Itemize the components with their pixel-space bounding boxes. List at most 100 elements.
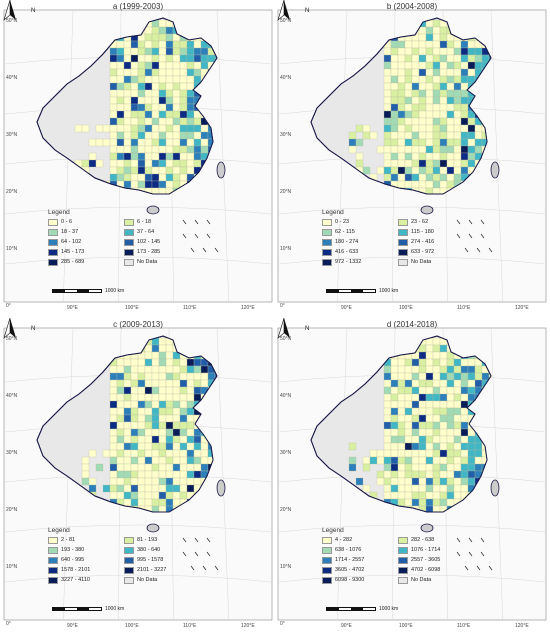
prefecture-cell [397, 379, 406, 388]
prefecture-cell [439, 82, 448, 91]
prefecture-cell [383, 421, 392, 430]
prefecture-cell [151, 89, 160, 98]
legend-swatch [124, 238, 134, 246]
prefecture-cell [460, 117, 469, 126]
prefecture-cell [123, 159, 132, 168]
prefecture-cell [474, 54, 483, 63]
prefecture-cell [151, 166, 160, 175]
prefecture-cell [130, 365, 139, 374]
prefecture-cell [123, 124, 132, 133]
legend-item-nodata: No Data [124, 258, 196, 266]
prefecture-cell [179, 358, 188, 367]
prefecture-cell [109, 491, 118, 500]
island [490, 161, 500, 179]
prefecture-cell [123, 379, 132, 388]
prefecture-cell [137, 400, 146, 409]
prefecture-cell [425, 61, 434, 70]
prefecture-cell [109, 166, 118, 175]
legend-item: 3605 - 4702 [322, 566, 394, 574]
lat-label: 0° [280, 303, 285, 309]
country-border [310, 17, 492, 195]
legend-label: 2557 - 3605 [411, 557, 441, 563]
prefecture-cell [418, 435, 427, 444]
sea-boundary-dash [480, 551, 485, 557]
legend: Legend 0 - 23 23 - 62 62 - 115 115 - 180 180… [322, 209, 472, 266]
prefecture-cell [404, 68, 413, 77]
prefecture-cell [460, 470, 469, 479]
prefecture-cell [116, 117, 125, 126]
lat-label: 30°N [280, 450, 292, 456]
prefecture-cell [411, 491, 420, 500]
prefecture-cell [390, 124, 399, 133]
prefecture-cell [144, 442, 153, 451]
prefecture-cell [439, 68, 448, 77]
legend-item: 416 - 633 [322, 248, 394, 256]
prefecture-cell [460, 82, 469, 91]
prefecture-cell [418, 166, 427, 175]
prefecture-cell [390, 386, 399, 395]
prefecture-cell [137, 414, 146, 423]
prefecture-cell [151, 47, 160, 56]
prefecture-cell [158, 26, 167, 35]
prefecture-cell [411, 110, 420, 119]
legend-item: 0 - 6 [48, 218, 120, 226]
scale-bar [52, 289, 102, 293]
prefecture-cell [439, 124, 448, 133]
prefecture-cell [137, 103, 146, 112]
prefecture-cell [151, 498, 160, 507]
prefecture-cell [186, 477, 195, 486]
prefecture-cell [390, 110, 399, 119]
prefecture-cell [165, 414, 174, 423]
prefecture-cell [446, 124, 455, 133]
prefecture-cell [453, 89, 462, 98]
prefecture-cell [376, 470, 385, 479]
prefecture-cell [144, 61, 153, 70]
prefecture-cell [144, 110, 153, 119]
prefecture-cell [425, 110, 434, 119]
prefecture-cell [453, 75, 462, 84]
prefecture-cell [418, 393, 427, 402]
legend-item: 6 - 18 [124, 218, 196, 226]
prefecture-cell [95, 124, 104, 133]
legend-item-nodata: No Data [398, 576, 470, 584]
legend-item: 3227 - 4110 [48, 576, 120, 584]
legend-label: 1578 - 2101 [61, 567, 91, 573]
prefecture-cell [439, 173, 448, 182]
prefecture-cell [123, 456, 132, 465]
prefecture-cell [446, 498, 455, 507]
prefecture-cell [404, 414, 413, 423]
prefecture-cell [137, 491, 146, 500]
sea-boundary-dash [214, 565, 219, 571]
prefecture-cell [144, 428, 153, 437]
prefecture-cell [151, 40, 160, 49]
prefecture-cell [439, 26, 448, 35]
prefecture-cell [165, 124, 174, 133]
prefecture-cell [453, 456, 462, 465]
prefecture-cell [109, 152, 118, 161]
prefecture-cell [418, 131, 427, 140]
prefecture-cell [439, 428, 448, 437]
prefecture-cell [446, 40, 455, 49]
prefecture-cell [144, 96, 153, 105]
prefecture-cell [109, 477, 118, 486]
prefecture-cell [130, 159, 139, 168]
prefecture-cell [151, 379, 160, 388]
prefecture-cell [186, 131, 195, 140]
legend-item: 640 - 995 [48, 556, 120, 564]
legend-swatch [322, 238, 332, 246]
prefecture-cell [404, 365, 413, 374]
prefecture-cell [418, 117, 427, 126]
scale-bar-label: 1000 km [379, 288, 399, 294]
prefecture-cell [158, 470, 167, 479]
prefecture-cell [137, 61, 146, 70]
prefecture-cell [390, 40, 399, 49]
prefecture-cell [390, 456, 399, 465]
prefecture-cell [418, 68, 427, 77]
prefecture-cell [432, 344, 441, 353]
legend-item: 180 - 274 [322, 238, 394, 246]
prefecture-cell [418, 400, 427, 409]
prefecture-cell [130, 68, 139, 77]
prefecture-cell [467, 61, 476, 70]
prefecture-cell [144, 414, 153, 423]
prefecture-cell [418, 47, 427, 56]
